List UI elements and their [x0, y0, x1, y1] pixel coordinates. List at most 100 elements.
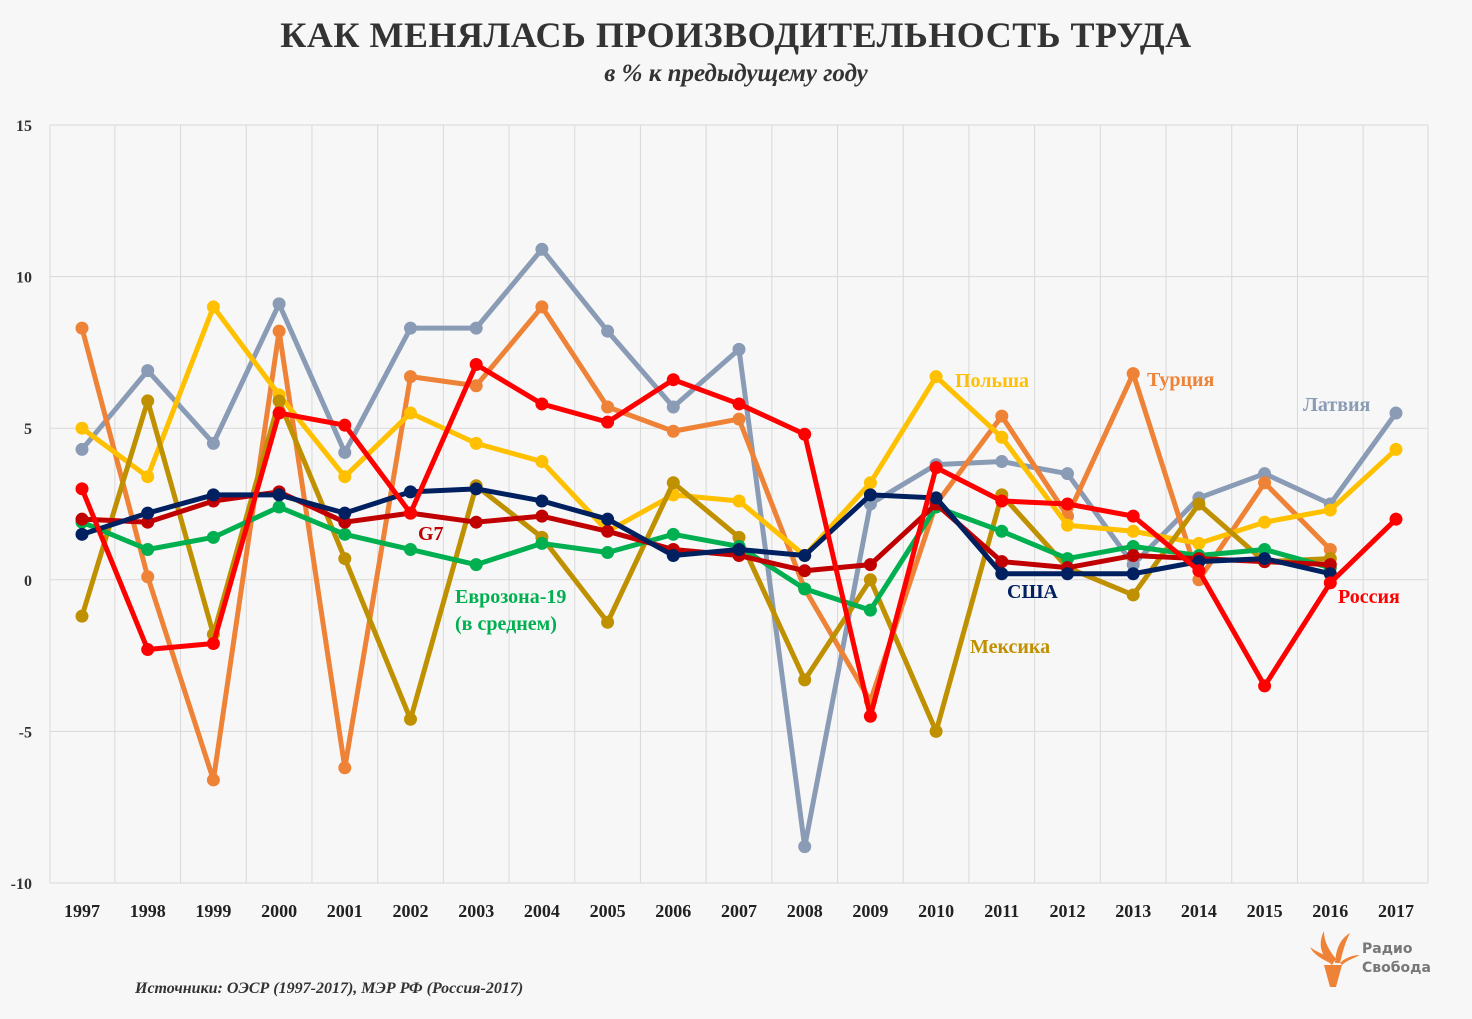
data-point: [206, 300, 220, 314]
y-tick-label: 15: [16, 118, 32, 135]
data-point: [863, 558, 877, 572]
series-line: [79, 398, 1331, 734]
series-label-latvia: Латвия: [1303, 394, 1371, 416]
data-point: [732, 530, 746, 544]
data-point: [732, 412, 746, 426]
x-tick-label: 2001: [327, 901, 363, 921]
data-point: [338, 552, 352, 566]
data-point: [1323, 576, 1337, 590]
data-point: [666, 424, 680, 438]
data-point: [666, 527, 680, 541]
data-point: [206, 436, 220, 450]
x-tick-label: 2013: [1115, 901, 1151, 921]
series-line: [79, 304, 1333, 783]
data-point: [1126, 509, 1140, 523]
data-point: [206, 636, 220, 650]
data-point: [1323, 558, 1337, 572]
data-point: [535, 242, 549, 256]
series-line: [81, 504, 1331, 613]
data-point: [1192, 497, 1206, 511]
data-point: [272, 488, 286, 502]
data-point: [206, 488, 220, 502]
data-point: [1061, 467, 1074, 481]
x-tick-label: 2014: [1181, 901, 1217, 921]
data-point: [1389, 406, 1403, 420]
data-point: [798, 564, 812, 578]
series-0: [75, 242, 1403, 854]
series-label-turkey: Турция: [1147, 369, 1215, 391]
data-point: [404, 712, 417, 726]
data-point: [338, 418, 352, 432]
data-point: [601, 415, 615, 429]
data-point: [535, 494, 549, 508]
y-tick-label: -5: [19, 724, 32, 741]
data-point: [1258, 515, 1272, 529]
series-label-mexico: Мексика: [970, 636, 1050, 658]
x-tick-label: 2003: [458, 901, 494, 921]
data-point: [929, 370, 943, 384]
x-tick-label: 2010: [918, 901, 954, 921]
data-point: [272, 324, 286, 338]
data-point: [995, 524, 1009, 538]
data-point: [338, 470, 352, 484]
x-tick-label: 2012: [1050, 901, 1086, 921]
data-point: [863, 603, 877, 617]
data-point: [535, 455, 549, 469]
x-tick-label: 1998: [130, 901, 166, 921]
x-tick-label: 2009: [852, 901, 888, 921]
data-point: [75, 482, 89, 496]
data-point: [338, 506, 352, 520]
series-label-eurozone-line1: Еврозона-19: [455, 586, 566, 608]
series-label-russia: Россия: [1338, 586, 1400, 608]
data-point: [1061, 497, 1074, 511]
data-point: [929, 491, 943, 505]
data-point: [995, 567, 1009, 581]
data-point: [469, 379, 483, 393]
data-point: [75, 609, 89, 623]
data-point: [404, 321, 417, 335]
data-point: [272, 297, 286, 311]
data-point: [1258, 552, 1272, 566]
data-point: [601, 524, 615, 538]
data-point: [75, 421, 89, 435]
data-point: [272, 500, 286, 514]
data-point: [1389, 442, 1403, 456]
data-point: [798, 427, 812, 441]
data-point: [1126, 539, 1140, 553]
data-point: [1323, 503, 1337, 517]
data-point: [469, 436, 483, 450]
data-point: [666, 476, 680, 490]
data-point: [995, 455, 1009, 469]
data-point: [141, 470, 155, 484]
data-point: [863, 573, 877, 587]
y-tick-label: 0: [24, 573, 32, 590]
data-point: [272, 394, 286, 408]
data-point: [601, 546, 615, 560]
data-point: [1126, 367, 1140, 381]
data-point: [141, 643, 155, 657]
data-point: [141, 364, 155, 378]
data-point: [141, 570, 155, 584]
data-point: [798, 582, 812, 596]
data-point: [863, 709, 877, 723]
y-tick-label: 5: [24, 421, 32, 438]
x-tick-label: 1997: [64, 901, 100, 921]
data-point: [206, 773, 220, 787]
data-point: [404, 406, 417, 420]
series-6: [75, 482, 1337, 581]
data-point: [75, 512, 89, 526]
data-point: [1061, 552, 1074, 566]
series-7: [75, 358, 1403, 723]
chart-subtitle: в % к предыдущему году: [604, 60, 868, 87]
data-point: [535, 397, 549, 411]
data-point: [141, 394, 155, 408]
series-label-g7: G7: [418, 523, 444, 545]
data-point: [1258, 542, 1272, 556]
x-tick-label: 1999: [195, 901, 231, 921]
data-point: [732, 494, 746, 508]
data-point: [535, 300, 549, 314]
data-point: [1126, 558, 1140, 572]
data-point: [141, 506, 155, 520]
series-label-usa: США: [1007, 581, 1058, 603]
